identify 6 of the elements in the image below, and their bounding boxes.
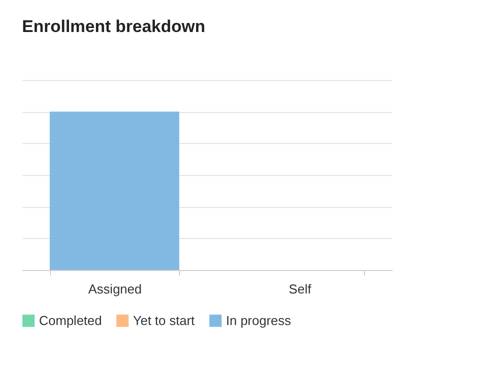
legend-label: Completed	[39, 312, 102, 328]
legend-label: In progress	[226, 312, 292, 328]
x-tick-label: Self	[288, 282, 312, 296]
chart-title: Enrollment breakdown	[22, 17, 206, 36]
x-tick-label: Assigned	[88, 282, 142, 296]
legend-label: Yet to start	[133, 312, 196, 328]
